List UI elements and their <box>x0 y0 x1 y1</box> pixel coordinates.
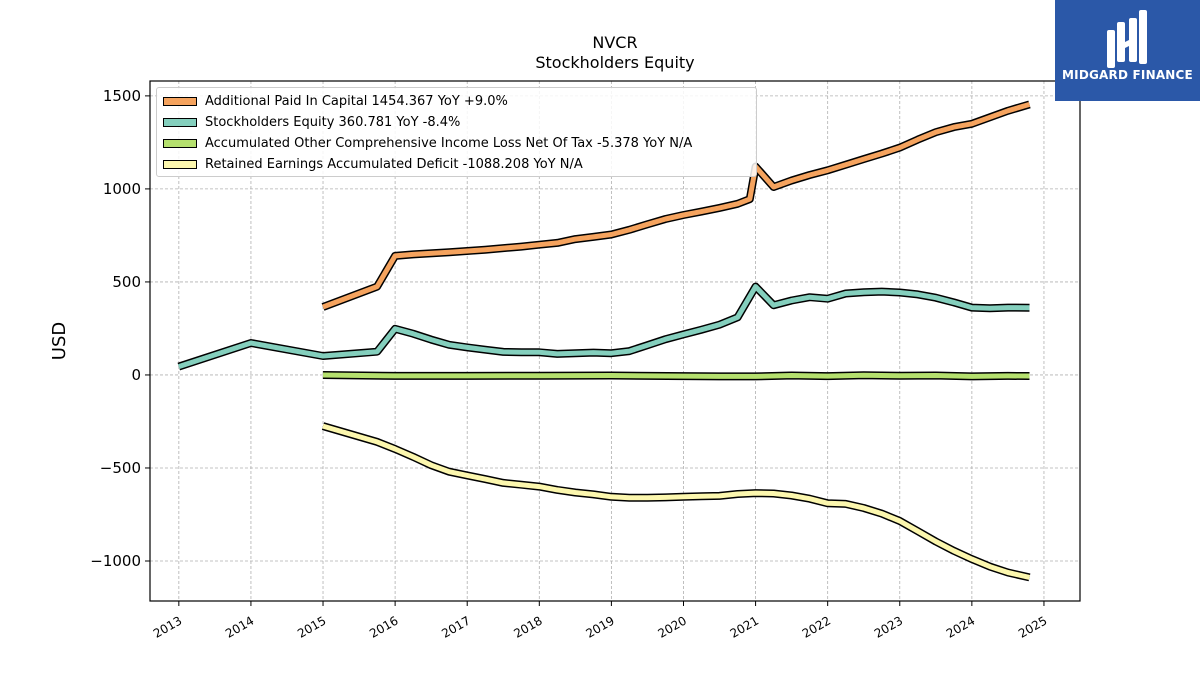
brand-logo: MIDGARD FINANCE <box>1055 0 1200 101</box>
midgard-logo-icon <box>1107 10 1147 68</box>
legend: Additional Paid In Capital 1454.367 YoY … <box>156 87 757 177</box>
y-tick-label: 500 <box>112 273 141 291</box>
legend-item-additional-paid-in-capital: Additional Paid In Capital 1454.367 YoY … <box>163 93 508 109</box>
legend-item-retained-earnings: Retained Earnings Accumulated Deficit -1… <box>163 156 583 172</box>
legend-label: Retained Earnings Accumulated Deficit -1… <box>205 156 583 172</box>
legend-swatch <box>163 117 197 127</box>
x-tick-label: 2018 <box>511 613 544 640</box>
x-tick-label: 2019 <box>583 613 616 640</box>
legend-item-stockholders-equity: Stockholders Equity 360.781 YoY -8.4% <box>163 114 460 130</box>
plot-frame <box>149 80 1081 602</box>
x-tick-label: 2014 <box>223 613 256 640</box>
x-tick-label: 2024 <box>944 613 977 640</box>
x-tick-label: 2021 <box>728 613 761 640</box>
y-tick-label: 1500 <box>103 87 141 105</box>
x-tick-label: 2016 <box>367 613 400 640</box>
legend-swatch <box>163 96 197 106</box>
x-tick-label: 2025 <box>1016 613 1049 640</box>
series-line-retained-earnings-accumulated-deficit <box>322 423 1031 580</box>
y-tick-label: −1000 <box>90 552 141 570</box>
legend-label: Stockholders Equity 360.781 YoY -8.4% <box>205 114 461 130</box>
series-line-additional-paid-in-capital <box>322 102 1031 310</box>
x-tick-label: 2020 <box>656 613 689 640</box>
series-outline-retained-earnings-accumulated-deficit <box>321 422 1031 582</box>
x-tick-label: 2015 <box>295 613 328 640</box>
x-tick-label: 2023 <box>872 613 905 640</box>
legend-label: Additional Paid In Capital 1454.367 YoY … <box>205 93 508 109</box>
legend-swatch <box>163 159 197 169</box>
x-tick-label: 2022 <box>800 613 833 640</box>
series-line-stockholders-equity <box>178 284 1030 369</box>
brand-name: MIDGARD FINANCE <box>1062 68 1193 82</box>
y-tick-label: 0 <box>131 366 141 384</box>
series-line-accumulated-other-comprehensive-income-loss-net-of-tax <box>322 372 1030 379</box>
x-tick-label: 2013 <box>151 613 184 640</box>
y-tick-label: 1000 <box>103 180 141 198</box>
chart-title: NVCR <box>592 33 638 52</box>
legend-item-aoci: Accumulated Other Comprehensive Income L… <box>163 135 692 151</box>
legend-swatch <box>163 138 197 148</box>
x-tick-label: 2017 <box>439 613 472 640</box>
y-tick-label: −500 <box>100 459 141 477</box>
legend-label: Accumulated Other Comprehensive Income L… <box>205 135 693 151</box>
chart-subtitle: Stockholders Equity <box>535 53 695 72</box>
y-axis-label: USD <box>49 322 70 360</box>
series-lines <box>177 100 1031 582</box>
